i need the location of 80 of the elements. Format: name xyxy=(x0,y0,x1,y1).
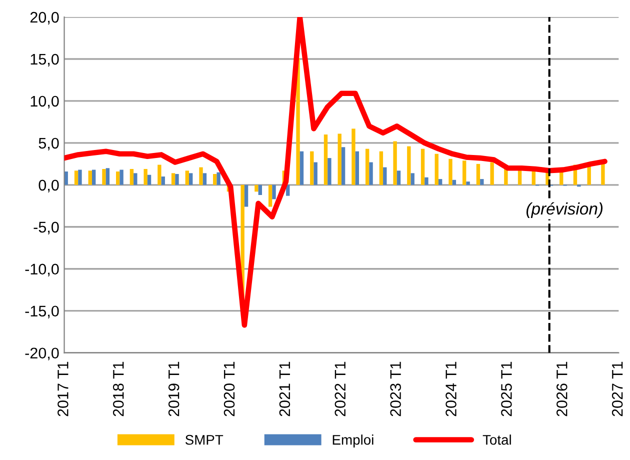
bar xyxy=(78,170,82,185)
bar xyxy=(120,170,124,185)
bar xyxy=(365,148,370,185)
bar xyxy=(310,151,314,185)
bar xyxy=(189,173,193,185)
bar xyxy=(158,164,162,185)
bar xyxy=(106,168,110,185)
bar xyxy=(462,160,466,185)
bar xyxy=(476,164,480,185)
bar xyxy=(407,146,411,185)
bar xyxy=(216,172,220,185)
bar xyxy=(452,180,456,185)
x-tick-label: 2025 T1 xyxy=(501,362,512,416)
bar xyxy=(338,134,342,185)
bar xyxy=(92,170,96,185)
bar xyxy=(300,151,304,185)
bar xyxy=(448,158,452,185)
bar xyxy=(352,128,356,185)
y-tick-label: -15,0 xyxy=(25,306,59,318)
bar xyxy=(185,170,189,185)
legend-label: SMPT xyxy=(185,434,224,445)
legend-label: Emploi xyxy=(332,434,374,448)
y-tick-label: 10,0 xyxy=(30,96,59,108)
bar xyxy=(490,162,494,185)
x-tick-label: 2022 T1 xyxy=(334,362,346,416)
bar xyxy=(369,162,373,185)
bar xyxy=(355,151,360,185)
bar xyxy=(175,174,179,185)
x-tick-label: 2019 T1 xyxy=(168,362,180,416)
y-tick-label: 0,0 xyxy=(38,180,59,192)
y-tick-label: 5,0 xyxy=(38,138,59,150)
bar xyxy=(171,173,176,185)
bar xyxy=(328,158,332,185)
bar xyxy=(393,141,397,185)
y-tick-label: -20,0 xyxy=(25,348,59,360)
bar xyxy=(161,176,165,185)
bar xyxy=(341,147,346,185)
x-tick-label: 2020 T1 xyxy=(224,362,235,416)
bar xyxy=(102,168,106,185)
bar xyxy=(272,184,276,200)
x-tick-label: 2018 T1 xyxy=(112,362,124,416)
y-tick-label: 15,0 xyxy=(30,54,59,66)
x-tick-label: 2026 T1 xyxy=(556,362,568,416)
bar xyxy=(601,163,605,185)
bar xyxy=(116,171,120,185)
bar xyxy=(314,162,318,185)
bar xyxy=(434,154,438,185)
legend-label: Total xyxy=(482,434,511,445)
bar xyxy=(88,170,92,185)
bar xyxy=(466,182,470,185)
x-tick-label: 2024 T1 xyxy=(446,362,456,416)
y-tick-label: -5,0 xyxy=(34,222,59,234)
bar xyxy=(420,148,425,185)
bar xyxy=(424,177,428,185)
x-tick-label: 2017 T1 xyxy=(58,362,68,416)
x-tick-label: 2021 T1 xyxy=(279,362,290,416)
bar xyxy=(147,174,152,185)
ref-line-label: (prévision) xyxy=(526,202,603,218)
bar xyxy=(410,173,414,185)
bar xyxy=(202,173,207,185)
bar xyxy=(244,184,248,207)
bar xyxy=(144,168,148,185)
bar xyxy=(254,184,258,192)
bar xyxy=(213,174,217,185)
bar xyxy=(324,134,328,185)
bar xyxy=(74,170,78,185)
x-tick-label: 2027 T1 xyxy=(612,362,623,416)
y-tick-label: -10,0 xyxy=(25,264,59,276)
bar xyxy=(199,167,203,185)
bar xyxy=(480,179,484,185)
bar xyxy=(258,184,262,195)
x-tick-label: 2023 T1 xyxy=(390,362,401,416)
bar xyxy=(379,151,384,185)
bar xyxy=(383,167,387,185)
bar xyxy=(134,173,138,185)
bar xyxy=(438,179,442,185)
y-tick-label: 20,0 xyxy=(30,12,59,25)
bar xyxy=(268,184,272,207)
bar xyxy=(396,170,401,185)
bar xyxy=(130,168,134,185)
